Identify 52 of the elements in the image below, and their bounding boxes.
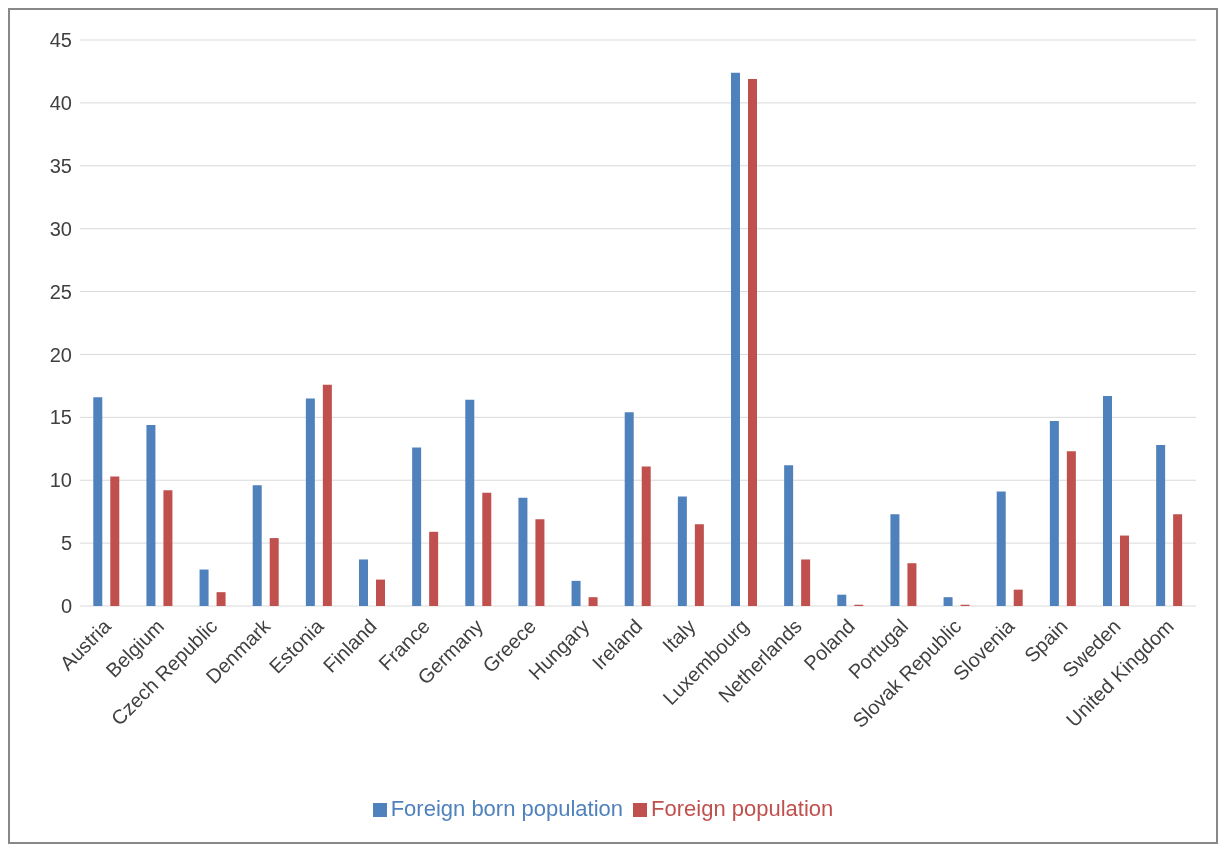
bar	[748, 78, 757, 606]
bar	[252, 485, 262, 606]
legend-label: Foreign born population	[390, 796, 624, 821]
bar	[535, 519, 545, 606]
bar	[1013, 589, 1023, 606]
bar	[518, 497, 528, 606]
bar	[359, 559, 368, 606]
bar	[837, 594, 847, 606]
bar	[322, 384, 332, 606]
bar	[784, 465, 794, 606]
bar	[588, 597, 598, 606]
y-tick-label: 30	[49, 217, 72, 240]
bar	[943, 597, 953, 606]
y-tick-label: 35	[49, 154, 72, 177]
bar	[571, 580, 581, 606]
bar	[376, 579, 385, 606]
y-tick-label: 5	[60, 532, 72, 555]
bar	[216, 592, 226, 606]
bar	[996, 491, 1006, 606]
bar	[890, 514, 900, 606]
bar	[429, 531, 439, 606]
bar	[694, 524, 704, 606]
y-tick-label: 20	[49, 343, 72, 366]
bar	[1066, 451, 1076, 606]
bar	[624, 412, 634, 606]
bar	[93, 397, 103, 606]
bar	[305, 398, 315, 606]
y-tick-label: 0	[60, 595, 72, 618]
bar	[641, 466, 651, 606]
y-tick-label: 15	[49, 406, 72, 429]
bar	[907, 563, 917, 606]
bar	[412, 447, 422, 606]
bar	[199, 569, 209, 606]
bar	[1120, 535, 1129, 606]
bar	[1173, 514, 1183, 606]
bar	[1156, 445, 1166, 606]
y-tick-label: 40	[49, 91, 72, 114]
bar	[1103, 395, 1112, 606]
bar	[110, 476, 120, 606]
y-tick-label: 25	[49, 280, 72, 303]
legend-label: Foreign population	[651, 796, 834, 821]
bar	[146, 424, 156, 606]
bar	[677, 496, 687, 606]
bar	[1049, 421, 1059, 606]
bar	[163, 490, 173, 606]
y-tick-label: 10	[49, 469, 72, 492]
bar	[482, 492, 492, 606]
bar	[269, 538, 279, 606]
bar	[465, 399, 475, 606]
bar	[801, 559, 811, 606]
y-tick-label: 45	[49, 29, 72, 52]
bar	[731, 72, 740, 606]
